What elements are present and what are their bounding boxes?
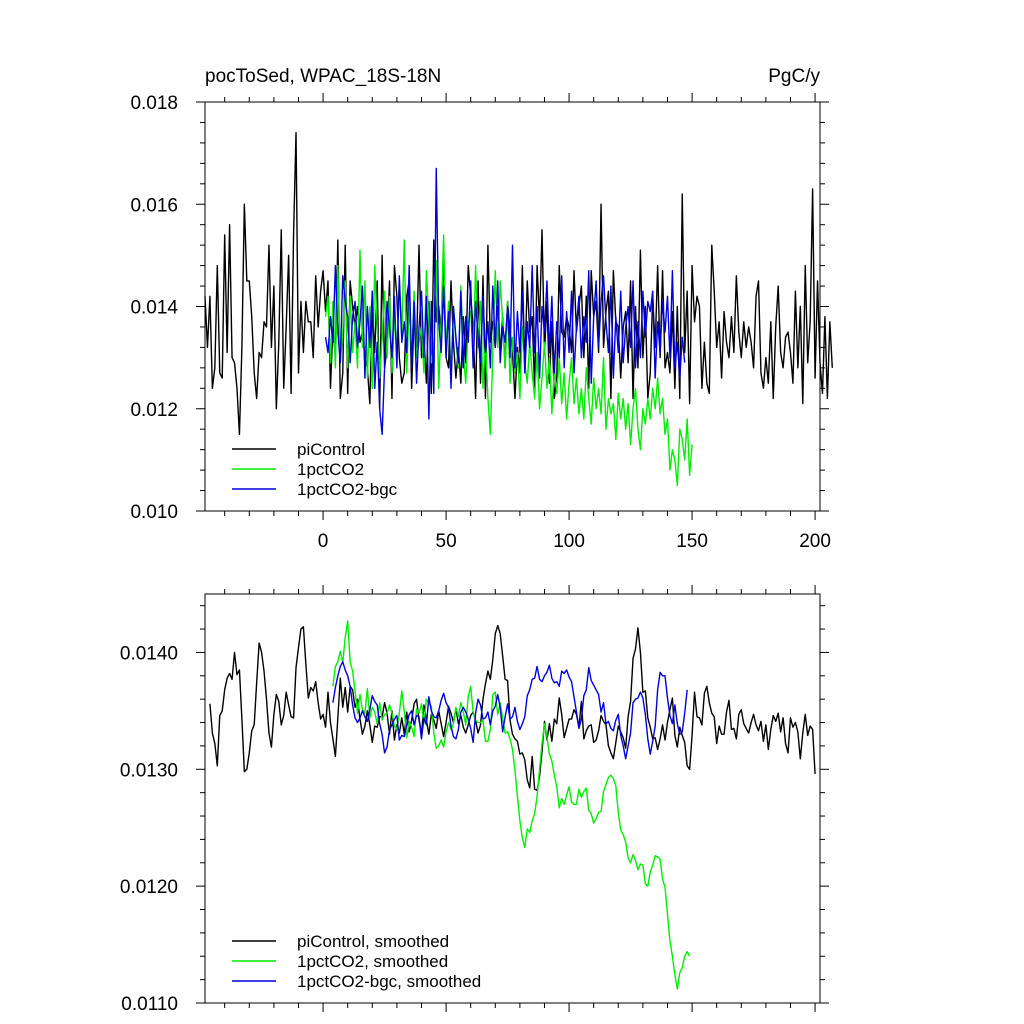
top-panel-title-left: pocToSed, WPAC_18S-18N (205, 66, 441, 87)
top-panel: pocToSed, WPAC_18S-18N PgC/y 0 50 100 150 20… (130, 66, 833, 552)
top-panel-legend: piControl 1pctCO2 1pctCO2-bgc (232, 440, 398, 499)
series-line-1pctco2-bgc (332, 661, 688, 760)
top-xtick-label: 50 (436, 531, 457, 552)
top-ytick-label: 0.012 (130, 400, 178, 421)
series-line-1pctco2-bgc (324, 167, 686, 436)
bottom-panel-series (209, 620, 816, 990)
bottom-ytick-label: 0.0120 (120, 877, 178, 898)
legend-label-1pctco2: 1pctCO2 (297, 460, 364, 479)
bottom-ytick-label: 0.0140 (120, 643, 178, 664)
legend-label-1pctco2-bgc: 1pctCO2-bgc (297, 480, 398, 499)
top-ytick-label: 0.016 (130, 195, 178, 216)
series-line-1pctco2 (332, 620, 691, 990)
top-xtick-label: 150 (676, 531, 708, 552)
legend-label-picontrol-smoothed: piControl, smoothed (297, 932, 449, 951)
top-panel-series (204, 131, 833, 487)
legend-label-1pctco2-smoothed: 1pctCO2, smoothed (297, 952, 448, 971)
top-panel-frame (204, 101, 821, 512)
top-xtick-label: 0 (318, 531, 329, 552)
top-ytick-label: 0.010 (130, 502, 178, 523)
bottom-ytick-label: 0.0130 (120, 760, 178, 781)
top-ytick-label: 0.014 (130, 298, 178, 319)
legend-label-1pctco2-bgc-smoothed: 1pctCO2-bgc, smoothed (297, 972, 481, 991)
bottom-panel: 0.0110 0.0120 0.0130 0.0140 piControl, smoo… (120, 585, 829, 1015)
top-panel-title-right: PgC/y (768, 66, 820, 87)
top-xtick-label: 100 (553, 531, 585, 552)
legend-label-picontrol: piControl (297, 440, 365, 459)
bottom-panel-ticks: 0.0110 0.0120 0.0130 0.0140 (120, 585, 829, 1015)
bottom-ytick-label: 0.0110 (121, 994, 178, 1015)
top-panel-ticks: 0 50 100 150 200 0.010 0.012 0.014 0.016 0.018 (130, 93, 831, 552)
series-line-picontrol (209, 624, 816, 792)
top-ytick-label: 0.018 (130, 93, 178, 114)
top-xtick-label: 200 (799, 531, 831, 552)
series-line-picontrol (204, 131, 833, 436)
bottom-panel-legend: piControl, smoothed 1pctCO2, smoothed 1p… (232, 932, 481, 991)
bottom-panel-frame (204, 593, 821, 1004)
